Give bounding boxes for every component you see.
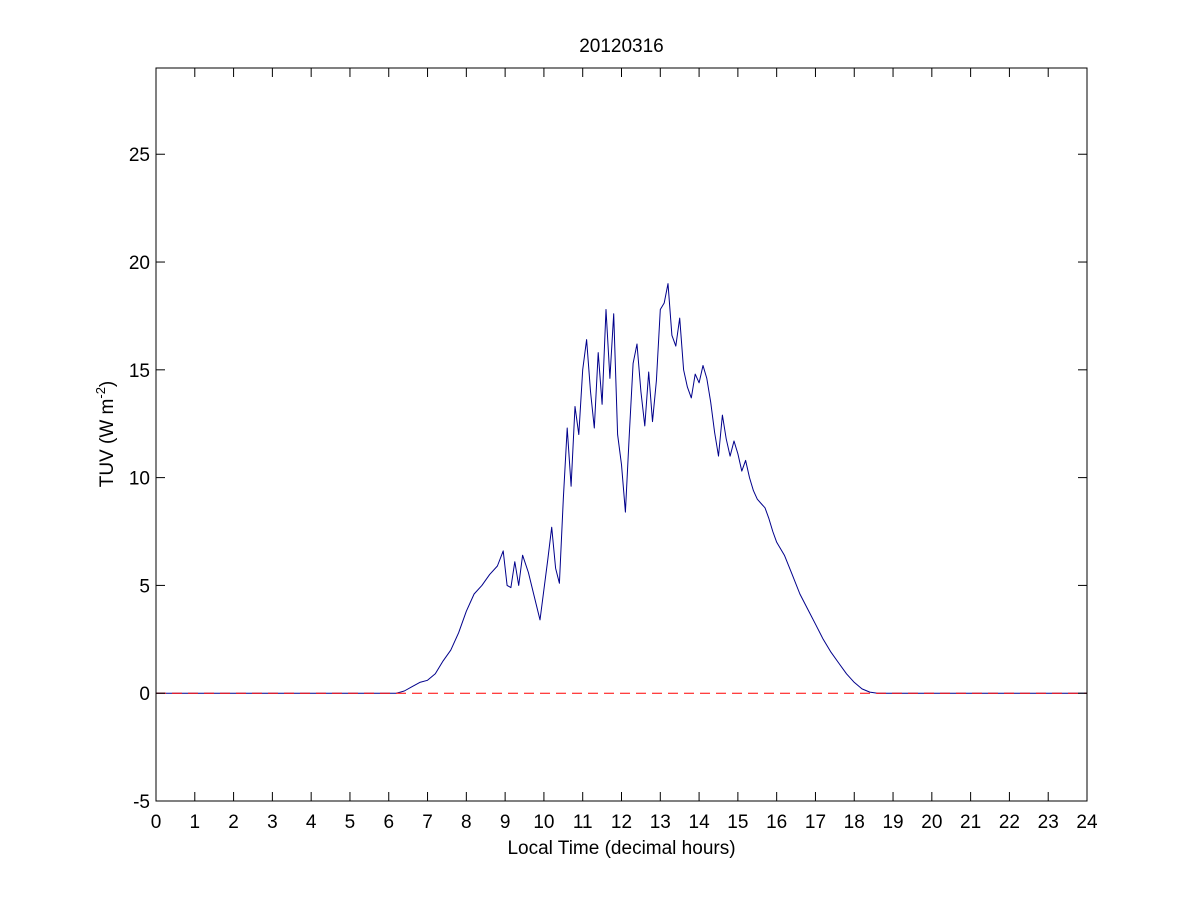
y-axis-label-main: TUV (W m <box>97 399 118 488</box>
y-tick-label: 0 <box>139 684 150 705</box>
y-tick-label: 5 <box>139 576 150 597</box>
x-tick-label: 18 <box>844 812 865 833</box>
x-tick-label: 13 <box>650 812 671 833</box>
y-tick-label: 15 <box>129 361 150 382</box>
x-tick-label: 12 <box>611 812 632 833</box>
y-axis-label-superscript: -2 <box>93 387 108 399</box>
x-tick-label: 17 <box>805 812 826 833</box>
x-tick-label: 6 <box>383 812 394 833</box>
x-tick-label: 19 <box>882 812 903 833</box>
x-tick-label: 15 <box>727 812 748 833</box>
y-tick-label: 25 <box>129 145 150 166</box>
series-line-0 <box>156 283 1087 694</box>
x-tick-label: 16 <box>766 812 787 833</box>
x-axis-label: Local Time (decimal hours) <box>507 838 735 859</box>
x-tick-label: 3 <box>267 812 278 833</box>
x-tick-label: 23 <box>1038 812 1059 833</box>
x-tick-label: 21 <box>960 812 981 833</box>
x-tick-label: 10 <box>533 812 554 833</box>
ticks-layer: 0 1 2 3 4 5 6 7 8 9 10 11 12 13 14 15 16 17 18 19 20 21 22 23 24… <box>129 68 1098 833</box>
x-tick-label: 7 <box>422 812 433 833</box>
x-tick-label: 2 <box>228 812 239 833</box>
x-tick-label: 4 <box>306 812 317 833</box>
plot-layer <box>156 283 1087 694</box>
x-tick-label: 22 <box>999 812 1020 833</box>
x-tick-label: 1 <box>190 812 201 833</box>
x-tick-label: 11 <box>573 812 593 833</box>
x-tick-label: 5 <box>345 812 356 833</box>
x-tick-label: 0 <box>151 812 162 833</box>
x-tick-label: 24 <box>1076 812 1098 833</box>
y-tick-label: 10 <box>129 469 150 490</box>
y-tick-label: 20 <box>129 253 150 274</box>
x-tick-label: 8 <box>461 812 472 833</box>
y-axis-label-close: ) <box>97 381 118 387</box>
chart-title: 20120316 <box>579 36 664 57</box>
y-axis-label: TUV (W m-2) <box>93 381 118 488</box>
x-tick-label: 14 <box>689 812 711 833</box>
x-tick-label: 20 <box>921 812 942 833</box>
y-tick-label: -5 <box>133 792 150 813</box>
x-tick-label: 9 <box>500 812 511 833</box>
